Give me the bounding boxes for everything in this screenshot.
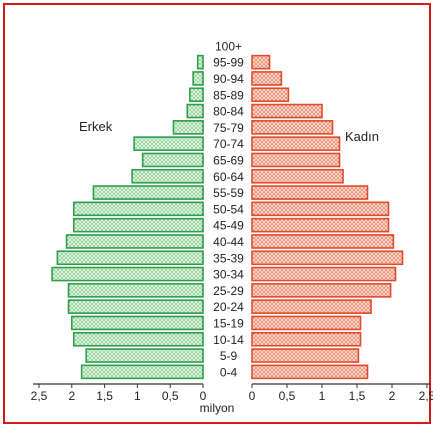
age-label-100+: 100+ [215,39,242,53]
bar-male-20-24 [67,299,204,314]
bar-female-50-54 [251,201,390,217]
bar-male-35-39 [56,250,204,266]
bar-female-15-19 [251,315,362,331]
legend-female-label: Kadın [345,129,379,144]
bar-male-15-19 [71,315,204,331]
bar-male-55-59 [92,185,204,200]
age-label-95-99: 95-99 [213,56,244,70]
bar-female-80-84 [251,103,323,119]
bar-female-95-99 [251,54,271,70]
bar-female-70-74 [251,136,341,151]
legend-male-label: Erkek [79,119,113,134]
left-tick-label: 2,5 [31,389,48,403]
bar-male-75-79 [172,120,204,135]
age-label-15-19: 15-19 [213,316,244,330]
bar-female-60-64 [251,168,344,184]
age-label-65-69: 65-69 [213,153,244,167]
age-label-40-44: 40-44 [213,235,244,249]
age-label-60-64: 60-64 [213,170,244,184]
bar-female-90-94 [251,71,283,86]
bar-female-85-89 [251,87,290,103]
bar-female-5-9 [251,348,360,363]
bar-female-30-34 [251,266,397,282]
left-tick-label: 2 [68,389,75,403]
bar-female-75-79 [251,120,334,135]
bar-male-60-64 [131,168,204,184]
left-tick-label: 1,5 [96,389,113,403]
population-pyramid-chart: 0-4 5-9 10-14 15-19 20-24 25-29 30-34 35-39 40-4… [31,39,433,415]
age-label-25-29: 25-29 [213,284,244,298]
left-tick-label: 0,5 [162,389,179,403]
bar-female-20-24 [251,299,372,314]
age-label-50-54: 50-54 [213,202,244,216]
age-label-55-59: 55-59 [213,186,244,200]
bar-female-65-69 [251,152,341,168]
chart-frame: 0-4 5-9 10-14 15-19 20-24 25-29 30-34 35-39 40-4… [3,3,433,424]
bar-female-40-44 [251,234,395,249]
bar-female-25-29 [251,283,392,298]
age-label-10-14: 10-14 [213,333,244,347]
female-bars [251,54,404,380]
x-axes: 2,5 2 1,5 1 0,5 0 0 0,5 1 1,5 2 2,5 [31,383,433,403]
age-label-0-4: 0-4 [220,365,238,379]
male-bars [51,54,204,380]
bar-male-0-4 [80,364,204,380]
age-label-20-24: 20-24 [213,300,244,314]
age-label-45-49: 45-49 [213,219,244,233]
age-label-90-94: 90-94 [213,72,244,86]
right-tick-label: 2,5 [419,389,433,403]
bar-male-30-34 [51,266,204,282]
bar-male-70-74 [133,136,204,151]
bar-male-5-9 [85,348,204,363]
age-label-35-39: 35-39 [213,251,244,265]
bar-male-25-29 [67,283,204,298]
age-label-70-74: 70-74 [213,137,244,151]
bar-male-45-49 [72,217,204,233]
age-label-85-89: 85-89 [213,88,244,102]
age-group-labels: 0-4 5-9 10-14 15-19 20-24 25-29 30-34 35-39 40-4… [213,39,244,379]
bar-male-65-69 [141,152,204,168]
age-label-80-84: 80-84 [213,105,244,119]
left-tick-label: 0 [200,389,207,403]
bar-male-40-44 [65,234,204,249]
unit-label: milyon [200,401,235,415]
bar-male-10-14 [72,331,204,347]
right-tick-label: 2 [389,389,396,403]
bar-male-80-84 [186,103,204,119]
age-label-5-9: 5-9 [220,349,238,363]
bar-male-95-99 [196,54,204,70]
bar-male-90-94 [192,71,204,86]
right-tick-label: 1 [319,389,326,403]
right-tick-label: 1,5 [349,389,366,403]
age-label-30-34: 30-34 [213,268,244,282]
bar-female-55-59 [251,185,369,200]
bar-male-85-89 [189,87,204,103]
right-tick-label: 0,5 [279,389,296,403]
right-tick-label: 0 [249,389,256,403]
bar-male-50-54 [72,201,204,217]
age-label-75-79: 75-79 [213,121,244,135]
bar-female-35-39 [251,250,404,266]
bar-female-0-4 [251,364,369,380]
left-tick-label: 1 [134,389,141,403]
bar-female-10-14 [251,331,362,347]
bar-female-45-49 [251,217,390,233]
